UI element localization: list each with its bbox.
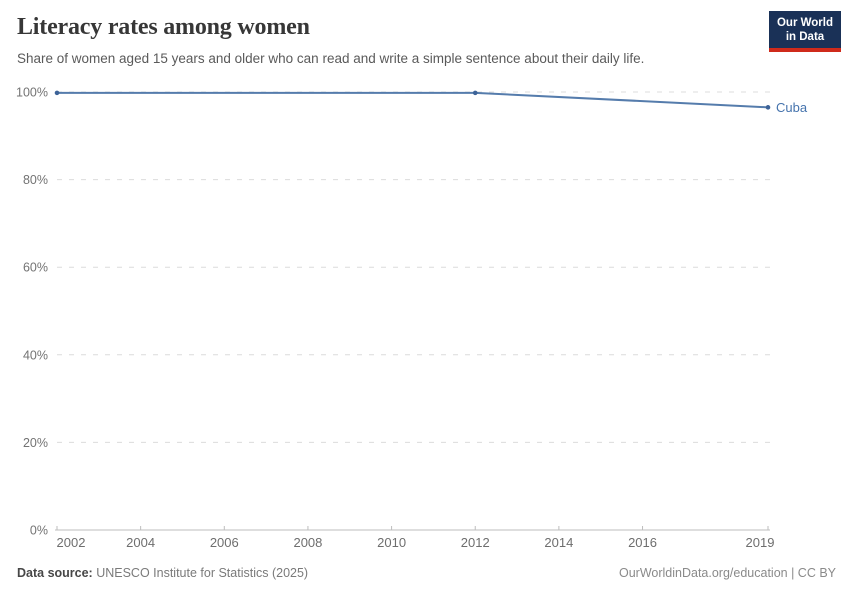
data-source: Data source: UNESCO Institute for Statis… (17, 566, 308, 580)
chart-header: Literacy rates among women Share of wome… (17, 14, 740, 66)
x-axis-tick-label: 2019 (746, 535, 775, 550)
data-source-value: UNESCO Institute for Statistics (2025) (92, 566, 309, 580)
owid-logo-line2: in Data (785, 31, 825, 43)
y-axis-tick-label: 0% (30, 524, 48, 538)
owid-logo[interactable]: Our World in Data (769, 11, 841, 52)
data-point-marker[interactable] (472, 90, 478, 96)
data-source-label: Data source: (17, 566, 93, 580)
x-axis-tick-label: 2012 (461, 535, 490, 550)
data-point-marker[interactable] (765, 105, 771, 110)
attribution-link[interactable]: OurWorldinData.org/education | CC BY (618, 566, 836, 580)
y-axis-tick-label: 40% (23, 348, 48, 362)
x-axis-tick-label: 2010 (377, 535, 406, 550)
trend-line[interactable] (57, 91, 769, 109)
series-end-label[interactable]: Cuba (776, 100, 808, 115)
y-axis-tick-label: 80% (23, 173, 48, 187)
x-axis-tick-label: 2014 (544, 535, 573, 550)
chart-title: Literacy rates among women (17, 14, 310, 40)
data-point-marker[interactable] (54, 90, 60, 96)
x-axis-tick-label: 2002 (57, 535, 86, 550)
y-axis-tick-label: 100% (16, 86, 48, 100)
x-axis-tick-label: 2006 (210, 535, 239, 550)
chart-subtitle: Share of women aged 15 years and older w… (17, 51, 645, 66)
y-axis-tick-label: 20% (23, 436, 48, 450)
chart-footer: Data source: UNESCO Institute for Statis… (17, 566, 836, 580)
owid-logo-line1: Our World (776, 17, 833, 29)
y-axis-tick-label: 60% (23, 261, 48, 275)
x-axis-tick-label: 2008 (293, 535, 322, 550)
x-axis-tick-label: 2004 (126, 535, 155, 550)
x-axis-tick-label: 2016 (628, 535, 657, 550)
